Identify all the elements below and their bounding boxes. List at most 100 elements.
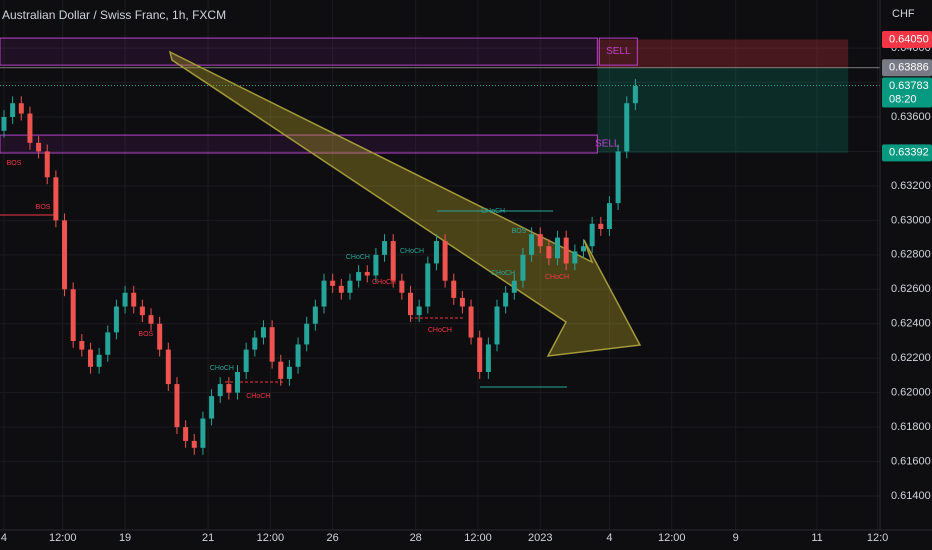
y-tick-label: 0.62800 bbox=[891, 249, 931, 261]
structure-label: CHoCH bbox=[400, 248, 424, 255]
candle-body bbox=[321, 280, 327, 307]
price-badge bbox=[882, 59, 932, 77]
structure-label: CHoCH bbox=[491, 270, 515, 277]
candle-body bbox=[459, 297, 465, 307]
structure-label: CHoCH bbox=[481, 208, 505, 215]
candle-body bbox=[79, 340, 85, 350]
zones: SELL SELL bbox=[0, 37, 880, 154]
candle-body bbox=[243, 349, 249, 372]
supply-zone bbox=[0, 37, 598, 66]
y-tick-label: 0.62000 bbox=[891, 387, 931, 399]
candle-body bbox=[278, 361, 284, 379]
candle-body bbox=[451, 280, 457, 298]
x-tick-label: 21 bbox=[202, 532, 214, 544]
price-badge-label: 0.64050 bbox=[889, 33, 929, 45]
sell-label: SELL bbox=[606, 46, 631, 57]
candle-body bbox=[442, 241, 448, 281]
candle-body bbox=[312, 306, 318, 324]
target-zone bbox=[597, 67, 849, 153]
x-tick-label: 12:00 bbox=[49, 532, 77, 544]
sell-zone bbox=[597, 39, 849, 68]
structure-label: CHoCH bbox=[428, 327, 452, 334]
x-tick-label: 28 bbox=[410, 532, 422, 544]
candle-body bbox=[511, 280, 517, 293]
candle-body bbox=[295, 344, 301, 367]
candle-body bbox=[433, 241, 439, 264]
price-badge-label: 0.63392 bbox=[889, 147, 929, 159]
candle-body bbox=[598, 223, 604, 229]
candle-body bbox=[615, 151, 621, 204]
candle-body bbox=[494, 306, 500, 345]
candle-body bbox=[555, 237, 561, 259]
candle-body bbox=[416, 306, 422, 316]
candle-body bbox=[485, 344, 491, 372]
sell-box bbox=[598, 37, 638, 66]
candle-body bbox=[1, 116, 7, 131]
sell-label: SELL bbox=[595, 139, 620, 150]
candle-body bbox=[105, 332, 111, 355]
candle-body bbox=[399, 280, 405, 293]
candle-body bbox=[183, 427, 189, 441]
x-tick-label: 4 bbox=[1, 532, 7, 544]
candle-body bbox=[373, 254, 379, 276]
candle-body bbox=[217, 384, 223, 397]
candle-body bbox=[44, 151, 50, 178]
x-tick-label: 12:00 bbox=[464, 532, 492, 544]
candle-body bbox=[269, 327, 275, 362]
candle-body bbox=[589, 223, 595, 247]
x-tick-label: 12:00 bbox=[257, 532, 285, 544]
candle-body bbox=[390, 241, 396, 281]
candle-body bbox=[122, 292, 128, 307]
price-badge-label: 0.63783 bbox=[889, 80, 929, 92]
candle-body bbox=[537, 234, 543, 247]
x-tick-label: 12:0 bbox=[867, 532, 888, 544]
candle-body bbox=[260, 327, 266, 338]
candle-body bbox=[36, 142, 42, 152]
x-tick-label: 12:00 bbox=[658, 532, 686, 544]
price-badge bbox=[882, 77, 932, 108]
structure-label: BOS bbox=[36, 204, 51, 211]
candle-body bbox=[468, 306, 474, 338]
price-badge bbox=[882, 30, 932, 48]
candle-body bbox=[18, 103, 24, 114]
x-tick-label: 2023 bbox=[528, 532, 552, 544]
x-tick-label: 26 bbox=[327, 532, 339, 544]
candle-body bbox=[606, 203, 612, 229]
chart-title: Australian Dollar / Swiss Franc, 1h, FXC… bbox=[2, 8, 226, 22]
x-tick-label: 9 bbox=[733, 532, 739, 544]
candle-body bbox=[70, 289, 76, 341]
candle-body bbox=[27, 113, 33, 143]
y-tick-label: 0.63000 bbox=[891, 214, 931, 226]
candle-body bbox=[632, 85, 638, 104]
candle-body bbox=[338, 285, 344, 293]
candle-body bbox=[330, 280, 336, 286]
y-tick-label: 0.63600 bbox=[891, 111, 931, 123]
y-tick-label: 0.62400 bbox=[891, 318, 931, 330]
candle-body bbox=[580, 246, 586, 252]
candles bbox=[1, 79, 638, 455]
candle-body bbox=[563, 237, 569, 264]
y-tick-label: 0.61600 bbox=[891, 456, 931, 468]
annotations: BOS BOS BOS CHoCH CHoCH CHoCH CHoCH CHoCH CHoCH C… bbox=[7, 160, 569, 400]
candle-body bbox=[191, 440, 197, 448]
candle-body bbox=[356, 272, 362, 281]
countdown-label: 08:20 bbox=[889, 93, 917, 105]
candle-body bbox=[382, 241, 388, 255]
candle-body bbox=[624, 103, 630, 152]
candle-body bbox=[304, 323, 310, 345]
candle-body bbox=[10, 103, 16, 117]
candle-body bbox=[113, 306, 119, 333]
candle-body bbox=[503, 292, 509, 307]
candle-body bbox=[572, 251, 578, 264]
candle-body bbox=[425, 263, 431, 307]
structure-label: CHoCH bbox=[545, 274, 569, 281]
candle-body bbox=[546, 246, 552, 259]
x-tick-label: 11 bbox=[811, 532, 822, 544]
structure-label: CHoCH bbox=[346, 254, 370, 261]
candle-body bbox=[347, 280, 353, 293]
structure-label: BOS bbox=[512, 228, 527, 235]
candle-body bbox=[139, 306, 145, 316]
candle-body bbox=[520, 254, 526, 281]
